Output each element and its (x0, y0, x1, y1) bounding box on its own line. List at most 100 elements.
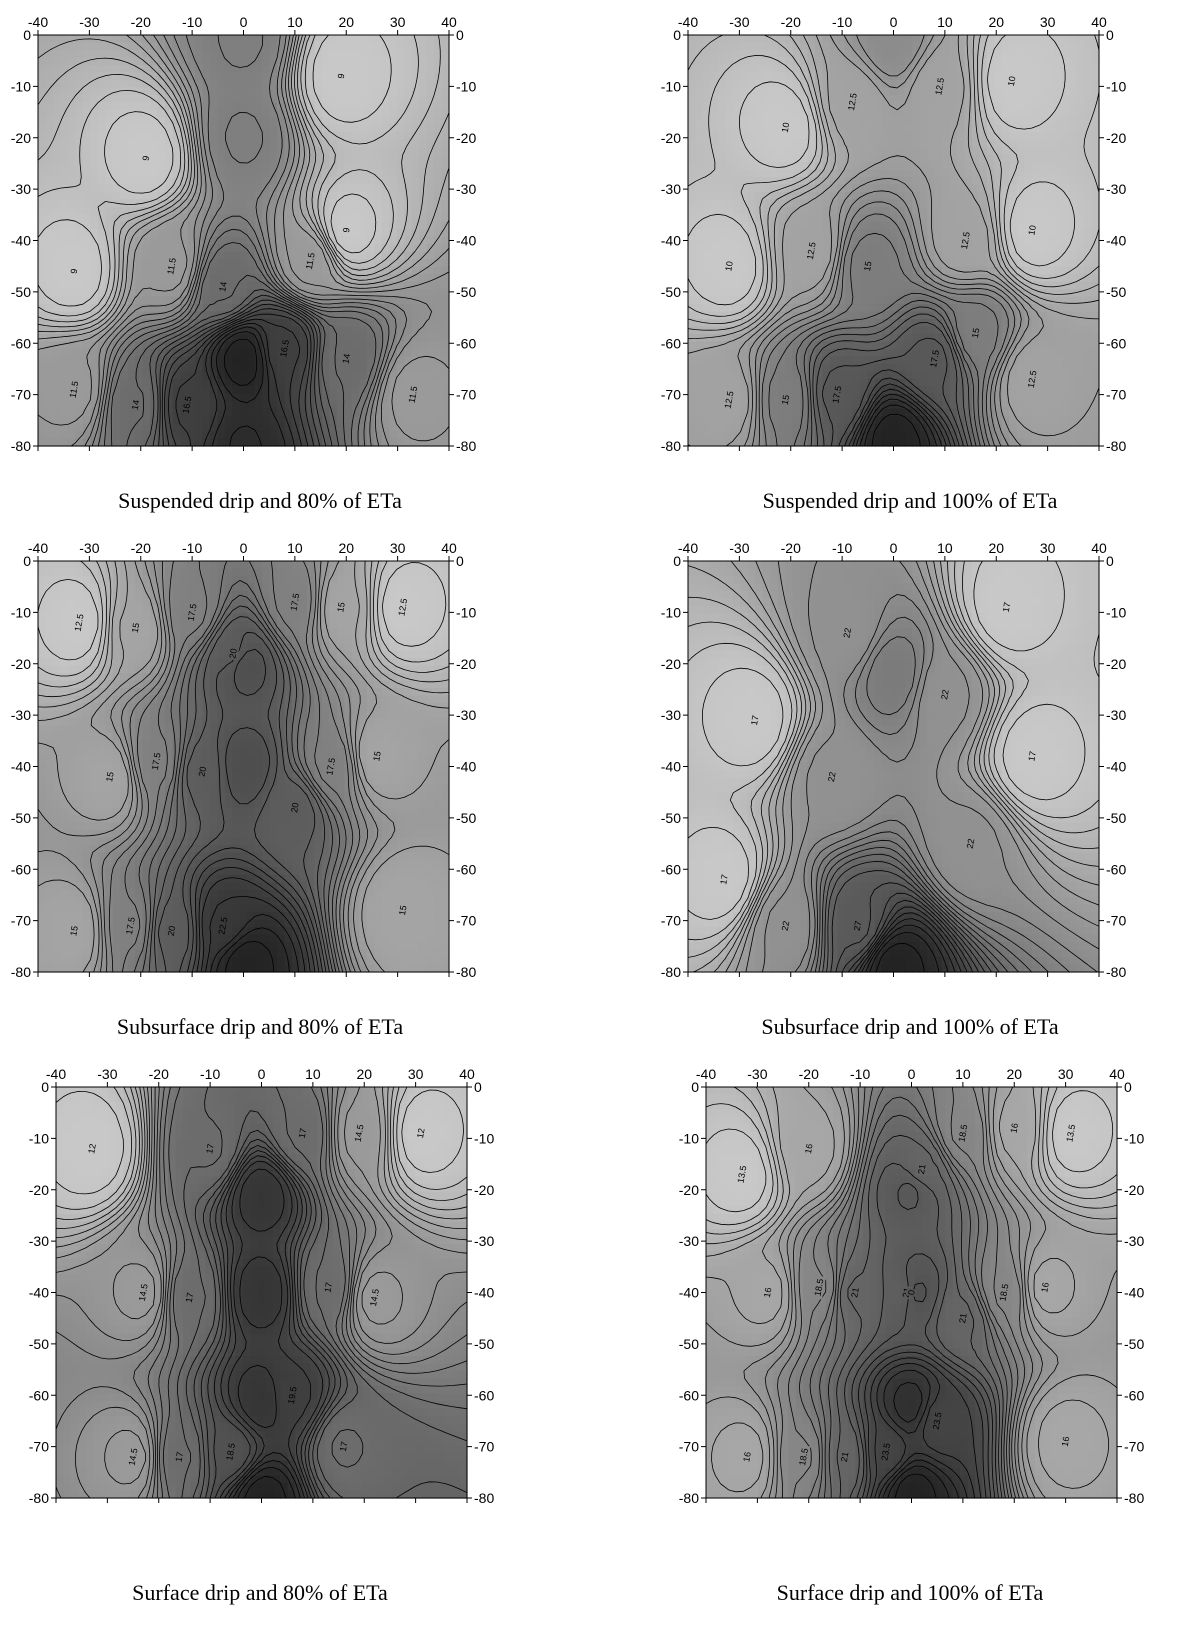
x-tick-label: -10 (182, 540, 202, 556)
x-tick-label: 10 (937, 14, 953, 30)
x-tick-label: 20 (338, 14, 354, 30)
y-tick-label-left: -80 (11, 438, 31, 454)
contour-value-label: 12 (415, 1127, 427, 1139)
contour-value-label: 16 (803, 1143, 815, 1155)
contour-value-label: 17 (749, 715, 761, 727)
contour-value-label: 9 (141, 155, 152, 162)
contour-value-label: 17.5 (124, 916, 137, 935)
contour-value-label: 17.5 (150, 752, 163, 771)
contour-value-label: 11.5 (165, 257, 178, 275)
contour-value-label: 20 (227, 648, 239, 660)
y-tick-label-left: -60 (661, 861, 681, 877)
y-tick-label-left: -30 (679, 1233, 699, 1249)
panel-suspended-100: 12.5 10 12.5 10 12.5 10 10 12.5 15 15 17.5 12.5 12.5… (650, 0, 1170, 500)
contour-value-label: 16 (1060, 1436, 1072, 1448)
y-tick-label-right: -60 (1124, 1387, 1144, 1403)
contour-value-label: 17 (718, 874, 730, 886)
x-tick-label: 10 (287, 540, 303, 556)
y-tick-label-left: 0 (673, 27, 681, 43)
panel-suspended-80: 9 9 9 9 11.5 11.5 14 16.5 14 11.5 14 16.5 11.5 -40 -30… (0, 0, 520, 500)
x-tick-label: 10 (287, 14, 303, 30)
y-tick-label-left: -50 (679, 1336, 699, 1352)
y-tick-label-left: 0 (23, 27, 31, 43)
x-tick-label: 10 (305, 1066, 321, 1082)
x-tick-label: 20 (356, 1066, 372, 1082)
contour-value-label: 18.5 (224, 1442, 237, 1461)
contour-value-label: 12.5 (1026, 370, 1039, 389)
x-tick-label: 0 (240, 540, 248, 556)
contour-value-label: 17.5 (288, 593, 301, 612)
x-tick-label: 0 (890, 540, 898, 556)
contour-value-label: 15 (780, 394, 792, 406)
contour-value-label: 20 (289, 802, 301, 814)
contour-plot-subsurface-80: 12.5 15 17.5 17.5 15 12.5 20 15 17.5 20 20 17.5 15 15… (11, 540, 477, 980)
x-tick-label: 40 (1109, 1066, 1125, 1082)
y-tick-label-right: 0 (456, 553, 464, 569)
y-tick-label-right: -40 (1106, 759, 1126, 775)
contour-value-label: 12 (86, 1143, 98, 1155)
contour-plot-suspended-100: 12.5 10 12.5 10 12.5 10 10 12.5 15 15 17.5 12.5 12.5… (661, 14, 1127, 454)
contour-value-label: 12.5 (396, 598, 409, 617)
y-tick-label-left: -80 (661, 438, 681, 454)
x-tick-label: -30 (729, 540, 749, 556)
y-tick-label-left: -10 (29, 1130, 49, 1146)
y-tick-label-right: -50 (456, 284, 476, 300)
contour-value-label: 17 (1001, 601, 1013, 613)
y-tick-label-right: -70 (1106, 913, 1126, 929)
y-tick-label-left: -10 (11, 78, 31, 94)
y-tick-label-left: 0 (691, 1079, 699, 1095)
contour-value-label: 14.5 (127, 1447, 140, 1466)
y-tick-label-right: -40 (456, 233, 476, 249)
contour-value-label: 21 (849, 1287, 861, 1299)
contour-value-label: 22 (939, 689, 951, 701)
y-tick-label-left: -40 (661, 233, 681, 249)
contour-value-label: 22 (842, 627, 854, 639)
y-tick-label-right: -10 (456, 604, 476, 620)
x-tick-label: -30 (79, 14, 99, 30)
contour-value-label: 15 (68, 925, 80, 937)
x-tick-label: 30 (408, 1066, 424, 1082)
x-tick-label: 40 (459, 1066, 475, 1082)
y-tick-label-left: -50 (29, 1336, 49, 1352)
contour-value-label: 18.5 (956, 1124, 969, 1143)
x-tick-label: -10 (850, 1066, 870, 1082)
x-tick-label: -20 (131, 540, 151, 556)
contour-value-label: 12.5 (846, 92, 859, 111)
y-tick-label-left: -30 (11, 181, 31, 197)
y-tick-label-left: -60 (11, 861, 31, 877)
y-tick-label-left: -20 (11, 656, 31, 672)
y-tick-label-right: -30 (456, 707, 476, 723)
x-tick-label: -40 (46, 1066, 66, 1082)
contour-value-label: 17.5 (831, 385, 844, 404)
x-tick-label: -10 (182, 14, 202, 30)
contour-value-label: 10 (1006, 75, 1018, 87)
y-tick-label-left: -30 (661, 181, 681, 197)
contour-value-label: 10 (780, 122, 792, 134)
y-tick-label-left: -10 (661, 604, 681, 620)
y-tick-label-right: -20 (474, 1182, 494, 1198)
y-tick-label-right: -50 (1106, 810, 1126, 826)
contour-value-label: 16.5 (181, 395, 194, 414)
y-tick-label-right: -40 (456, 759, 476, 775)
contour-value-label: 14.5 (368, 1288, 381, 1307)
y-tick-label-left: 0 (23, 553, 31, 569)
contour-value-label: 18.5 (813, 1278, 826, 1297)
contour-lines (37, 34, 450, 447)
contour-value-label: 17 (184, 1292, 196, 1304)
y-tick-label-right: -40 (1124, 1285, 1144, 1301)
contour-value-label: 18.5 (797, 1447, 810, 1466)
contour-lines (37, 560, 450, 973)
contour-value-label: 20 (166, 925, 178, 937)
y-tick-label-left: 0 (41, 1079, 49, 1095)
x-tick-label: -20 (781, 14, 801, 30)
y-tick-label-right: -40 (1106, 233, 1126, 249)
contour-value-label: 15 (397, 905, 409, 917)
contour-value-label: 17 (204, 1143, 216, 1155)
x-tick-label: -40 (696, 1066, 716, 1082)
y-tick-label-right: -70 (474, 1439, 494, 1455)
x-tick-label: 40 (441, 540, 457, 556)
contour-value-label: 17 (297, 1127, 309, 1139)
x-tick-label: 20 (988, 540, 1004, 556)
x-tick-label: -10 (832, 540, 852, 556)
contour-value-label: 17 (174, 1451, 186, 1463)
